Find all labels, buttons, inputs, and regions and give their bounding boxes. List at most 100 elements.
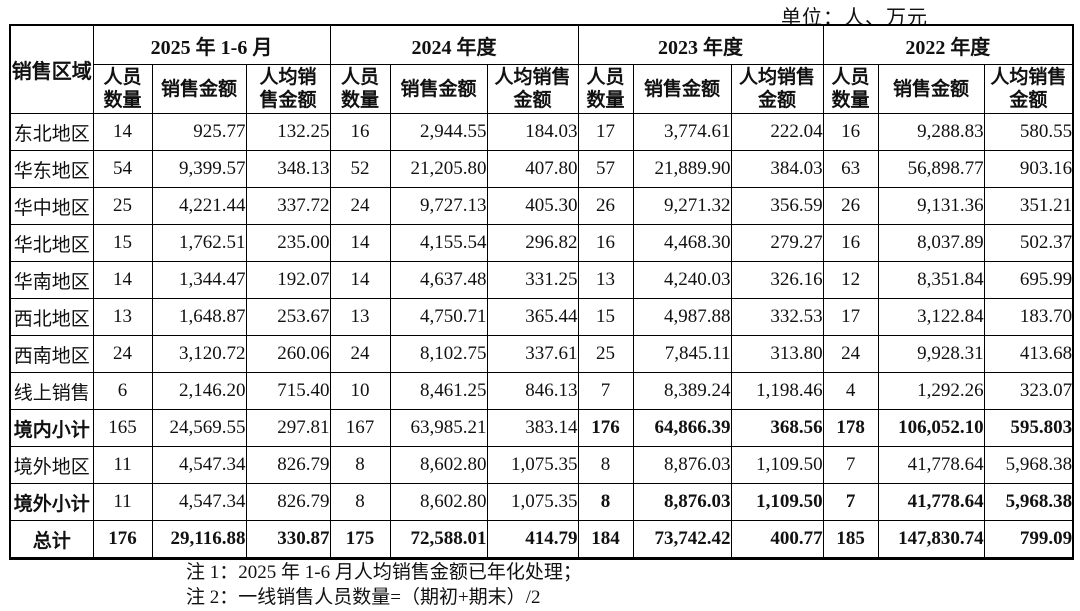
table-row: 境内小计 165 24,569.55 297.81 167 63,985.21 383.14… (9, 409, 1074, 447)
cell-value: 1,762.51 (151, 224, 247, 262)
cell-value: 8,876.03 (632, 446, 732, 484)
table-row: 西南地区 24 3,120.72 260.06 24 8,102.75 337.61 25 7,… (9, 335, 1074, 373)
cell-region: 境外地区 (9, 446, 94, 484)
cell-value: 7 (577, 372, 634, 410)
cell-value: 8,876.03 (632, 483, 732, 521)
cell-value: 413.68 (983, 335, 1074, 373)
cell-value: 13 (92, 298, 153, 336)
cell-value: 16 (577, 224, 634, 262)
column-sub-header: 人均销售 金额 (486, 64, 579, 114)
cell-value: 6 (92, 372, 153, 410)
unit-label: 单位：人、万元 (781, 7, 928, 29)
footnotes: 注 1：2025 年 1-6 月人均销售金额已年化处理； 注 2：一线销售人员数… (186, 560, 582, 610)
cell-value: 25 (577, 335, 634, 373)
column-group-header: 2024 年度 (329, 24, 579, 65)
cell-value: 8,351.84 (877, 261, 985, 299)
cell-value: 5,968.38 (983, 483, 1074, 521)
cell-value: 580.55 (983, 113, 1074, 151)
cell-value: 8,389.24 (632, 372, 732, 410)
cell-value: 8 (577, 446, 634, 484)
cell-value: 147,830.74 (877, 520, 985, 559)
cell-value: 4,468.30 (632, 224, 732, 262)
cell-value: 17 (822, 298, 879, 336)
cell-value: 4,547.34 (151, 446, 247, 484)
column-sub-header: 人员 数量 (92, 64, 153, 114)
cell-value: 356.59 (730, 187, 824, 225)
cell-region: 境外小计 (9, 483, 94, 521)
cell-value: 3,120.72 (151, 335, 247, 373)
cell-value: 2,146.20 (151, 372, 247, 410)
cell-value: 4,221.44 (151, 187, 247, 225)
cell-value: 14 (329, 261, 391, 299)
cell-value: 4,637.48 (389, 261, 488, 299)
column-sub-header: 人均销售 金额 (730, 64, 824, 114)
cell-value: 26 (822, 187, 879, 225)
cell-value: 279.27 (730, 224, 824, 262)
cell-value: 167 (329, 409, 391, 447)
cell-value: 63,985.21 (389, 409, 488, 447)
column-sub-header: 销售金额 (877, 64, 985, 114)
cell-value: 348.13 (245, 150, 331, 188)
column-group-header: 2022 年度 (822, 24, 1074, 65)
cell-value: 407.80 (486, 150, 579, 188)
sales-by-region-table: 销售区域 2025 年 1-6 月 2024 年度 2023 年度 2022 年度 人员 … (9, 24, 1075, 560)
cell-value: 1,075.35 (486, 446, 579, 484)
cell-value: 9,288.83 (877, 113, 985, 151)
cell-value: 1,198.46 (730, 372, 824, 410)
cell-value: 41,778.64 (877, 483, 985, 521)
table-row: 华北地区 15 1,762.51 235.00 14 4,155.54 296.82 16 4,… (9, 224, 1074, 262)
cell-value: 8 (329, 483, 391, 521)
cell-value: 184 (577, 520, 634, 559)
cell-value: 17 (577, 113, 634, 151)
cell-value: 7 (822, 446, 879, 484)
cell-value: 14 (329, 224, 391, 262)
cell-value: 8 (329, 446, 391, 484)
table-row: 东北地区 14 925.77 132.25 16 2,944.55 184.03 17 3,77… (9, 113, 1074, 151)
cell-value: 15 (92, 224, 153, 262)
column-sub-header: 销售金额 (151, 64, 247, 114)
cell-value: 24 (329, 335, 391, 373)
cell-value: 176 (577, 409, 634, 447)
cell-value: 1,344.47 (151, 261, 247, 299)
cell-value: 16 (822, 113, 879, 151)
cell-value: 296.82 (486, 224, 579, 262)
cell-value: 846.13 (486, 372, 579, 410)
cell-value: 25 (92, 187, 153, 225)
cell-value: 400.77 (730, 520, 824, 559)
cell-region: 华中地区 (9, 187, 94, 225)
cell-value: 14 (92, 261, 153, 299)
cell-value: 414.79 (486, 520, 579, 559)
cell-value: 184.03 (486, 113, 579, 151)
cell-region: 华南地区 (9, 261, 94, 299)
cell-value: 313.80 (730, 335, 824, 373)
cell-value: 12 (822, 261, 879, 299)
cell-region: 线上销售 (9, 372, 94, 410)
footnote-2: 注 2：一线销售人员数量=（期初+期末）/2 (186, 587, 541, 608)
cell-value: 826.79 (245, 483, 331, 521)
cell-value: 8,602.80 (389, 446, 488, 484)
cell-value: 383.14 (486, 409, 579, 447)
cell-region: 华北地区 (9, 224, 94, 262)
cell-value: 595.803 (983, 409, 1074, 447)
cell-value: 21,889.90 (632, 150, 732, 188)
cell-value: 9,727.13 (389, 187, 488, 225)
cell-value: 10 (329, 372, 391, 410)
cell-value: 57 (577, 150, 634, 188)
cell-value: 365.44 (486, 298, 579, 336)
cell-value: 3,774.61 (632, 113, 732, 151)
column-sub-header: 人员 数量 (822, 64, 879, 114)
cell-value: 7,845.11 (632, 335, 732, 373)
table-row: 境外地区 11 4,547.34 826.79 8 8,602.80 1,075.35 8 8,… (9, 446, 1074, 484)
table-body: 东北地区 14 925.77 132.25 16 2,944.55 184.03 17 3,77… (9, 113, 1074, 559)
table-header: 销售区域 2025 年 1-6 月 2024 年度 2023 年度 2022 年度 人员 … (9, 24, 1074, 114)
cell-value: 192.07 (245, 261, 331, 299)
cell-value: 24,569.55 (151, 409, 247, 447)
cell-value: 106,052.10 (877, 409, 985, 447)
cell-value: 9,271.32 (632, 187, 732, 225)
cell-value: 384.03 (730, 150, 824, 188)
column-sub-header: 人员 数量 (329, 64, 391, 114)
cell-value: 52 (329, 150, 391, 188)
cell-value: 1,075.35 (486, 483, 579, 521)
table-row: 华东地区 54 9,399.57 348.13 52 21,205.80 407.80 57 2… (9, 150, 1074, 188)
